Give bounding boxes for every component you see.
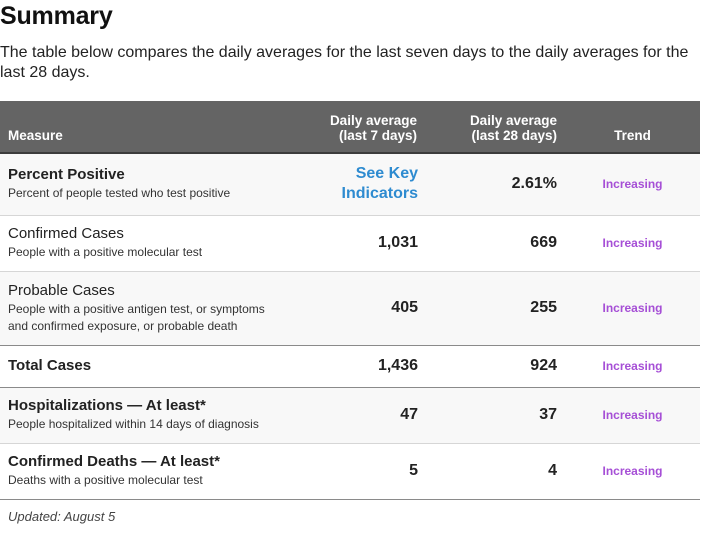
measure-title: Total Cases — [8, 357, 92, 374]
measure-subtitle: People with a positive molecular test — [8, 245, 203, 259]
avg28-value: 924 — [425, 345, 565, 388]
trend-value: Increasing — [565, 345, 700, 388]
header-avg28: Daily average (last 28 days) — [425, 101, 565, 153]
table-row-total-cases: Total Cases 1,436 924 Increasing — [0, 345, 700, 388]
header-avg28-line1: Daily average — [469, 113, 557, 128]
avg7-value: 47 — [300, 387, 425, 444]
avg28-value: 37 — [425, 387, 565, 444]
measure-cell: Total Cases — [0, 345, 300, 388]
measure-subtitle: People with a positive antigen test, or … — [8, 301, 292, 335]
avg7-value: 5 — [300, 443, 425, 500]
updated-note: Updated: August 5 — [8, 509, 116, 524]
avg7-value: 405 — [300, 271, 425, 346]
measure-title: Confirmed Cases — [8, 225, 124, 242]
measure-title: Hospitalizations — At least* — [8, 397, 206, 414]
summary-table: Measure Daily average (last 7 days) Dail… — [0, 101, 700, 500]
measure-title: Percent Positive — [8, 166, 125, 184]
header-trend: Trend — [614, 128, 651, 143]
measure-subtitle: People hospitalized within 14 days of di… — [8, 417, 259, 431]
avg7-value: 1,436 — [300, 345, 425, 388]
avg7-value: 1,031 — [300, 215, 425, 272]
header-avg7-line2: (last 7 days) — [338, 128, 417, 143]
trend-value: Increasing — [565, 152, 700, 216]
measure-cell: Confirmed Cases People with a positive m… — [0, 215, 300, 272]
measure-subtitle: Deaths with a positive molecular test — [8, 473, 203, 487]
table-row-percent-positive: Percent Positive Percent of people teste… — [0, 152, 700, 216]
trend-value: Increasing — [565, 443, 700, 500]
avg28-value: 255 — [425, 271, 565, 346]
avg28-value: 4 — [425, 443, 565, 500]
see-key-indicators-line2: Indicators — [341, 185, 418, 203]
measure-subtitle: Percent of people tested who test positi… — [8, 186, 231, 201]
table-row-confirmed-deaths: Confirmed Deaths — At least* Deaths with… — [0, 443, 700, 500]
trend-value: Increasing — [565, 387, 700, 444]
measure-title: Probable Cases — [8, 281, 115, 299]
measure-cell: Probable Cases People with a positive an… — [0, 271, 300, 346]
table-header-row: Measure Daily average (last 7 days) Dail… — [0, 101, 700, 153]
avg28-value: 2.61% — [425, 152, 565, 216]
measure-subtitle-line1: People with a positive antigen test, or … — [8, 301, 265, 316]
see-key-indicators-line1: See Key — [355, 165, 418, 183]
measure-subtitle-line2: and confirmed exposure, or probable deat… — [8, 318, 238, 333]
measure-cell: Percent Positive Percent of people teste… — [0, 152, 300, 216]
header-avg7-line1: Daily average — [329, 113, 417, 128]
measure-cell: Hospitalizations — At least* People hosp… — [0, 387, 300, 444]
intro-text: The table below compares the daily avera… — [0, 44, 689, 81]
table-row-probable-cases: Probable Cases People with a positive an… — [0, 271, 700, 346]
header-avg7: Daily average (last 7 days) — [300, 101, 425, 153]
table-row-confirmed-cases: Confirmed Cases People with a positive m… — [0, 215, 700, 272]
trend-value: Increasing — [565, 215, 700, 272]
measure-title: Confirmed Deaths — At least* — [8, 453, 220, 470]
trend-value: Increasing — [565, 271, 700, 346]
avg7-cell: See Key Indicators — [300, 152, 425, 216]
see-key-indicators-link[interactable]: See Key Indicators — [300, 164, 418, 204]
measure-cell: Confirmed Deaths — At least* Deaths with… — [0, 443, 300, 500]
page-title: Summary — [0, 2, 113, 30]
header-measure: Measure — [8, 128, 63, 143]
table-row-hospitalizations: Hospitalizations — At least* People hosp… — [0, 387, 700, 444]
header-avg28-line2: (last 28 days) — [471, 128, 557, 143]
avg28-value: 669 — [425, 215, 565, 272]
